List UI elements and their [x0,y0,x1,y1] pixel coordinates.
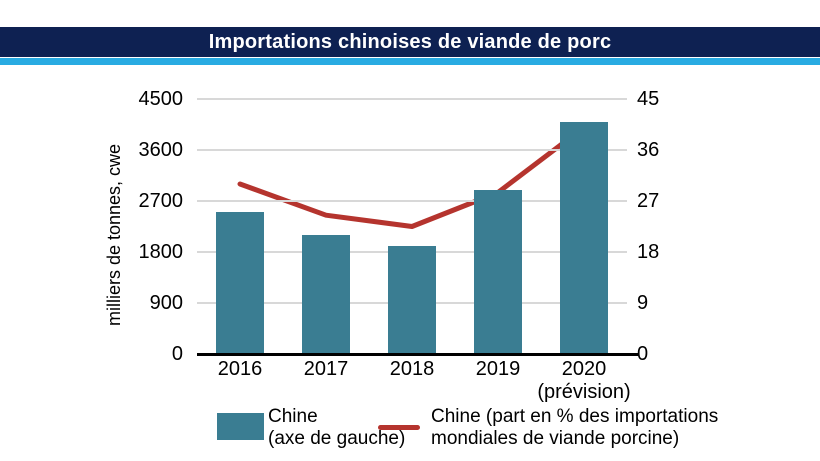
gridline [197,98,627,100]
bar-2019 [474,189,522,354]
x-tick-2019: 2019 [475,358,521,380]
y-axis-tick-right: 0 [637,343,649,365]
y-axis-tick-right: 27 [637,190,660,212]
bar-2018 [388,246,436,354]
legend-line-swatch [378,425,420,430]
title-accent-stripe [0,58,820,65]
legend-bar-swatch [217,413,264,440]
gridline [197,149,627,151]
bar-2016 [216,212,264,354]
y-axis-tick-right: 36 [637,139,660,161]
x-tick-2016: 2016 [217,358,263,380]
x-axis-line [197,353,638,356]
y-axis-tick-left: 0 [171,343,183,365]
bar-2020 [560,121,608,354]
x-tick-2020: 2020 (prévision) [537,358,631,403]
line-chart [237,124,587,229]
y-axis-tick-left: 1800 [138,241,184,263]
y-axis-tick-left: 2700 [138,190,184,212]
legend-line-label: Chine (part en % des importations mondia… [431,406,719,449]
x-tick-2018: 2018 [389,358,435,380]
legend-bar-label: Chine (axe de gauche) [268,406,406,449]
chart-title-bar: Importations chinoises de viande de porc [0,27,820,57]
y-axis-tick-left: 3600 [138,139,184,161]
y-axis-tick-left: 900 [149,292,183,314]
chart-title: Importations chinoises de viande de porc [208,30,612,53]
y-axis-tick-right: 18 [637,241,660,263]
y-axis-tick-left: 4500 [138,88,184,110]
bar-2017 [302,235,350,354]
line-series [237,124,587,229]
gridline [197,200,627,202]
x-tick-2017: 2017 [303,358,349,380]
y-axis-tick-right: 9 [637,292,649,314]
y-axis-tick-right: 45 [637,88,660,110]
